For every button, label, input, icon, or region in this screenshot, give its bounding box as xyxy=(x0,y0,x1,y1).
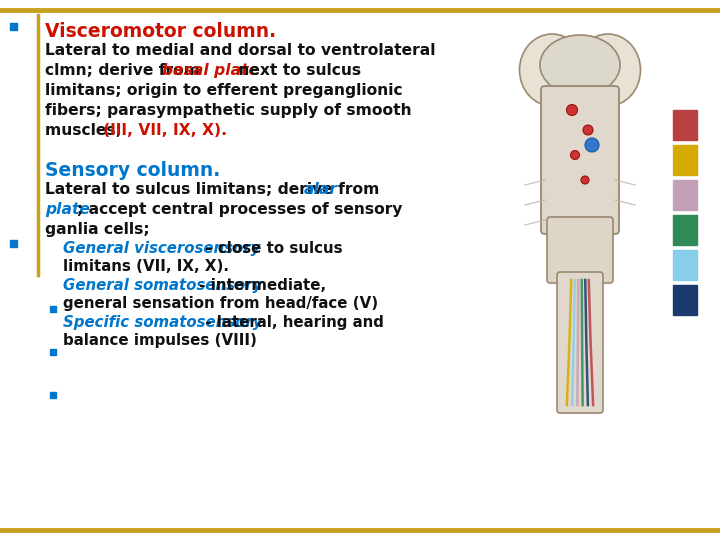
FancyBboxPatch shape xyxy=(547,217,613,283)
Bar xyxy=(673,180,697,210)
Ellipse shape xyxy=(575,34,641,106)
Text: basal plate: basal plate xyxy=(162,63,258,78)
Text: General viscerosensory: General viscerosensory xyxy=(63,241,261,256)
Ellipse shape xyxy=(567,105,577,116)
Ellipse shape xyxy=(570,151,580,159)
Text: (III, VII, IX, X).: (III, VII, IX, X). xyxy=(104,123,228,138)
Ellipse shape xyxy=(583,125,593,135)
Text: ganlia cells;: ganlia cells; xyxy=(45,222,150,237)
Bar xyxy=(50,349,56,355)
Ellipse shape xyxy=(581,176,589,184)
Ellipse shape xyxy=(540,35,620,95)
FancyBboxPatch shape xyxy=(557,272,603,413)
Text: general sensation from head/face (V): general sensation from head/face (V) xyxy=(63,296,378,311)
Bar xyxy=(673,110,697,140)
Bar xyxy=(673,215,697,245)
Ellipse shape xyxy=(585,138,599,152)
Text: muscles;: muscles; xyxy=(45,123,127,138)
Text: Visceromotor column.: Visceromotor column. xyxy=(45,22,276,41)
Text: Lateral to sulcus limitans; derive from: Lateral to sulcus limitans; derive from xyxy=(45,182,384,197)
Bar xyxy=(673,285,697,315)
Text: General somatosensory: General somatosensory xyxy=(63,278,262,293)
FancyBboxPatch shape xyxy=(541,86,619,234)
Bar xyxy=(50,392,56,398)
Text: plate: plate xyxy=(45,202,90,217)
Bar xyxy=(10,240,17,247)
Text: Sensory column.: Sensory column. xyxy=(45,161,220,180)
Text: ; accept central processes of sensory: ; accept central processes of sensory xyxy=(78,202,403,217)
Bar xyxy=(673,250,697,280)
Text: Specific somatosensory: Specific somatosensory xyxy=(63,315,263,330)
Text: limitans (VII, IX, X).: limitans (VII, IX, X). xyxy=(63,259,229,274)
Text: - intermediate,: - intermediate, xyxy=(194,278,326,293)
Text: next to sulcus: next to sulcus xyxy=(233,63,361,78)
Text: fibers; parasympathetic supply of smooth: fibers; parasympathetic supply of smooth xyxy=(45,103,412,118)
Text: limitans; origin to efferent preganglionic: limitans; origin to efferent preganglion… xyxy=(45,83,402,98)
Text: – close to sulcus: – close to sulcus xyxy=(200,241,343,256)
Text: Lateral to medial and dorsal to ventrolateral: Lateral to medial and dorsal to ventrola… xyxy=(45,43,436,58)
Bar xyxy=(673,145,697,175)
Text: clmn; derive from: clmn; derive from xyxy=(45,63,205,78)
Text: - lateral, hearing and: - lateral, hearing and xyxy=(200,315,384,330)
Bar xyxy=(10,23,17,30)
Bar xyxy=(50,306,56,312)
Text: alar: alar xyxy=(305,182,338,197)
Ellipse shape xyxy=(520,34,585,106)
Text: balance impulses (VIII): balance impulses (VIII) xyxy=(63,333,257,348)
